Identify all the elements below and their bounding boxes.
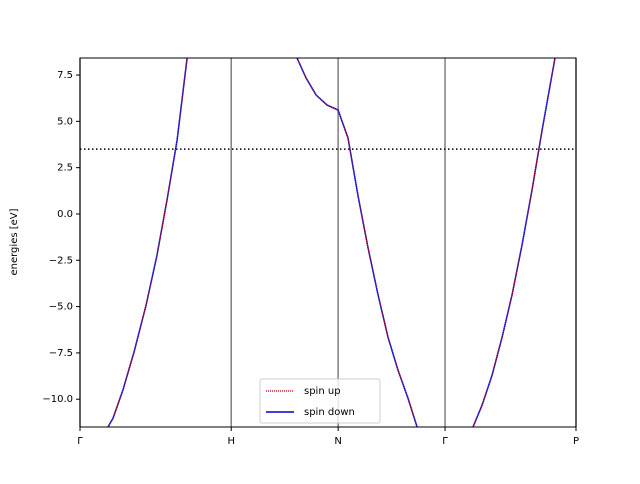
y-tick-label: −5.0 — [49, 302, 73, 313]
x-tick-label: N — [334, 436, 341, 447]
x-tick-label: H — [227, 436, 235, 447]
legend-label: spin up — [304, 386, 341, 397]
x-tick-label: Γ — [442, 436, 448, 447]
plot-frame — [79, 57, 577, 428]
band-line — [107, 58, 556, 427]
x-tick-label: Γ — [77, 436, 83, 447]
y-tick-label: −7.5 — [49, 348, 73, 359]
y-tick-label: 0.0 — [57, 209, 73, 220]
y-tick-label: 5.0 — [57, 116, 73, 127]
y-axis-label: energies [eV] — [9, 208, 20, 275]
x-tick-label: P — [573, 436, 579, 447]
band-line — [107, 58, 556, 427]
y-tick-label: 2.5 — [57, 163, 73, 174]
y-tick-label: −10.0 — [42, 394, 73, 405]
y-tick-label: −2.5 — [49, 255, 73, 266]
y-tick-label: 7.5 — [57, 70, 73, 81]
legend-label: spin down — [304, 407, 355, 418]
